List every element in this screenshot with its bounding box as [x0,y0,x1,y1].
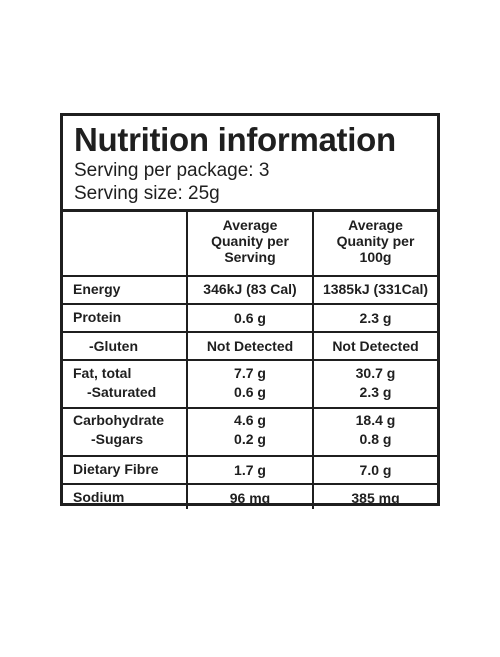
table-row: -Gluten Not Detected Not Detected [63,333,437,359]
row-per100-cell: 1385kJ (331Cal) [312,277,437,303]
header-per-100g-line-3: 100g [359,249,392,265]
row-per100-value: 385 mg [351,490,400,506]
row-label: Carbohydrate [73,412,165,428]
row-serving-cell: 0.6 g [186,305,312,331]
row-per100-value: Not Detected [332,338,419,354]
row-serving-value: 346kJ (83 Cal) [203,281,297,297]
row-sub-per100-value: 0.8 g [359,431,392,447]
table-row: Carbohydrate -Sugars 4.6 g 0.2 g 18.4 g … [63,409,437,455]
row-serving-cell: 7.7 g 0.6 g [186,361,312,407]
row-serving-value: Not Detected [206,338,294,354]
row-per100-value: 18.4 g [355,412,396,428]
column-header-row: Average Quanity per Serving Average Quan… [63,212,437,289]
row-label: Sodium [73,489,125,505]
row-label: Dietary Fibre [73,461,159,477]
row-label: Energy [73,281,121,297]
serving-per-package: Serving per package: 3 [74,160,270,181]
row-divider [63,331,437,333]
row-label-cell: -Gluten [63,333,186,359]
row-label-cell: Energy [63,277,186,303]
table-row: Energy 346kJ (83 Cal) 1385kJ (331Cal) [63,277,437,303]
row-serving-cell: 1.7 g [186,457,312,483]
row-serving-cell: Not Detected [186,333,312,359]
row-label-cell: Fat, total -Saturated [63,361,186,407]
row-per100-value: 2.3 g [359,310,392,326]
row-per100-cell: 30.7 g 2.3 g [312,361,437,407]
header-per-serving-line-1: Average [222,217,278,233]
row-per100-cell: 385 mg [312,485,437,509]
row-per100-cell: 18.4 g 0.8 g [312,409,437,455]
row-serving-value: 7.7 g [234,365,266,381]
row-serving-value: 4.6 g [234,412,266,428]
row-divider [63,303,437,305]
header-per-100g: Average Quanity per 100g [312,212,437,289]
row-per100-cell: 2.3 g [312,305,437,331]
row-sub-per100-value: 2.3 g [359,384,392,400]
table-row: Protein 0.6 g 2.3 g [63,305,437,331]
row-per100-cell: Not Detected [312,333,437,359]
row-divider [63,359,437,361]
row-serving-cell: 96 mg [186,485,312,509]
row-divider [63,455,437,457]
table-row: Dietary Fibre 1.7 g 7.0 g [63,457,437,483]
header-per-100g-line-1: Average [348,217,403,233]
row-serving-cell: 346kJ (83 Cal) [186,277,312,303]
row-per100-value: 30.7 g [355,365,396,381]
nutrition-panel: Nutrition information Serving per packag… [60,113,440,509]
row-per100-value: 1385kJ (331Cal) [322,281,429,297]
row-label: -Gluten [89,338,138,354]
row-sub-serving-value: 0.6 g [234,384,266,400]
panel-title: Nutrition information [74,121,396,158]
row-per100-value: 7.0 g [359,462,392,478]
serving-size: Serving size: 25g [74,183,220,204]
row-sub-serving-value: 0.2 g [234,431,266,447]
header-per-serving-line-2: Quanity per [211,233,289,249]
row-label: Fat, total [73,365,132,381]
row-sub-label: -Saturated [87,384,157,400]
row-label: Protein [73,309,122,325]
header-per-serving: Average Quanity per Serving [186,212,312,289]
header-per-100g-line-2: Quanity per [336,233,415,249]
row-serving-cell: 4.6 g 0.2 g [186,409,312,455]
row-label-cell: Sodium [63,485,186,509]
row-serving-value: 0.6 g [234,310,266,326]
nutrition-header: Nutrition information Serving per packag… [63,116,437,212]
row-divider [63,483,437,485]
row-per100-cell: 7.0 g [312,457,437,483]
row-label-cell: Dietary Fibre [63,457,186,483]
row-divider [63,407,437,409]
table-row: Sodium 96 mg 385 mg [63,485,437,509]
row-label-cell: Carbohydrate -Sugars [63,409,186,455]
row-divider [63,275,437,277]
row-sub-label: -Sugars [91,431,144,447]
row-serving-value: 1.7 g [234,462,266,478]
header-per-serving-line-3: Serving [224,249,276,265]
table-row: Fat, total -Saturated 7.7 g 0.6 g 30.7 g… [63,361,437,407]
row-serving-value: 96 mg [229,490,271,506]
row-label-cell: Protein [63,305,186,331]
